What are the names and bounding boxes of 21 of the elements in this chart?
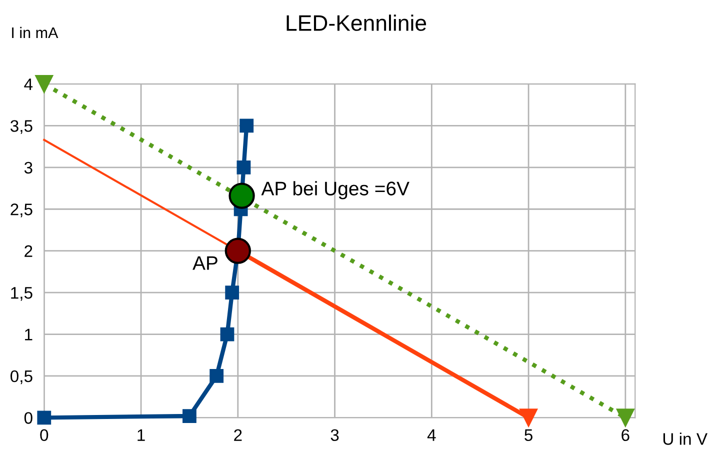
y-tick-label: 2 — [24, 245, 32, 257]
x-tick-label: 0 — [40, 429, 48, 442]
y-tick-label: 2,5 — [10, 204, 32, 218]
x-tick-label: 3 — [330, 429, 339, 442]
y-tick-label: 0,5 — [10, 370, 32, 384]
y-axis-title: I in mA — [12, 26, 58, 38]
x-tick-label: 4 — [427, 429, 436, 441]
y-tick-label: 1,5 — [11, 287, 32, 301]
y-tick-label: 3 — [24, 162, 32, 174]
chart-title: LED-Kennlinie — [286, 14, 426, 31]
y-tick-label: 4 — [24, 78, 33, 90]
x-tick-label: 5 — [524, 429, 532, 442]
annotation: AP — [192, 256, 218, 270]
x-tick-label: 2 — [234, 429, 242, 441]
y-tick-label: 3,5 — [10, 120, 32, 134]
annotation: AP bei Uges =6V — [261, 181, 410, 200]
x-axis-title: U in V — [663, 432, 708, 445]
x-tick-label: 6 — [622, 429, 630, 442]
x-tick-label: 1 — [138, 429, 145, 441]
y-tick-label: 1 — [25, 328, 32, 340]
y-tick-label: 0 — [24, 412, 32, 424]
